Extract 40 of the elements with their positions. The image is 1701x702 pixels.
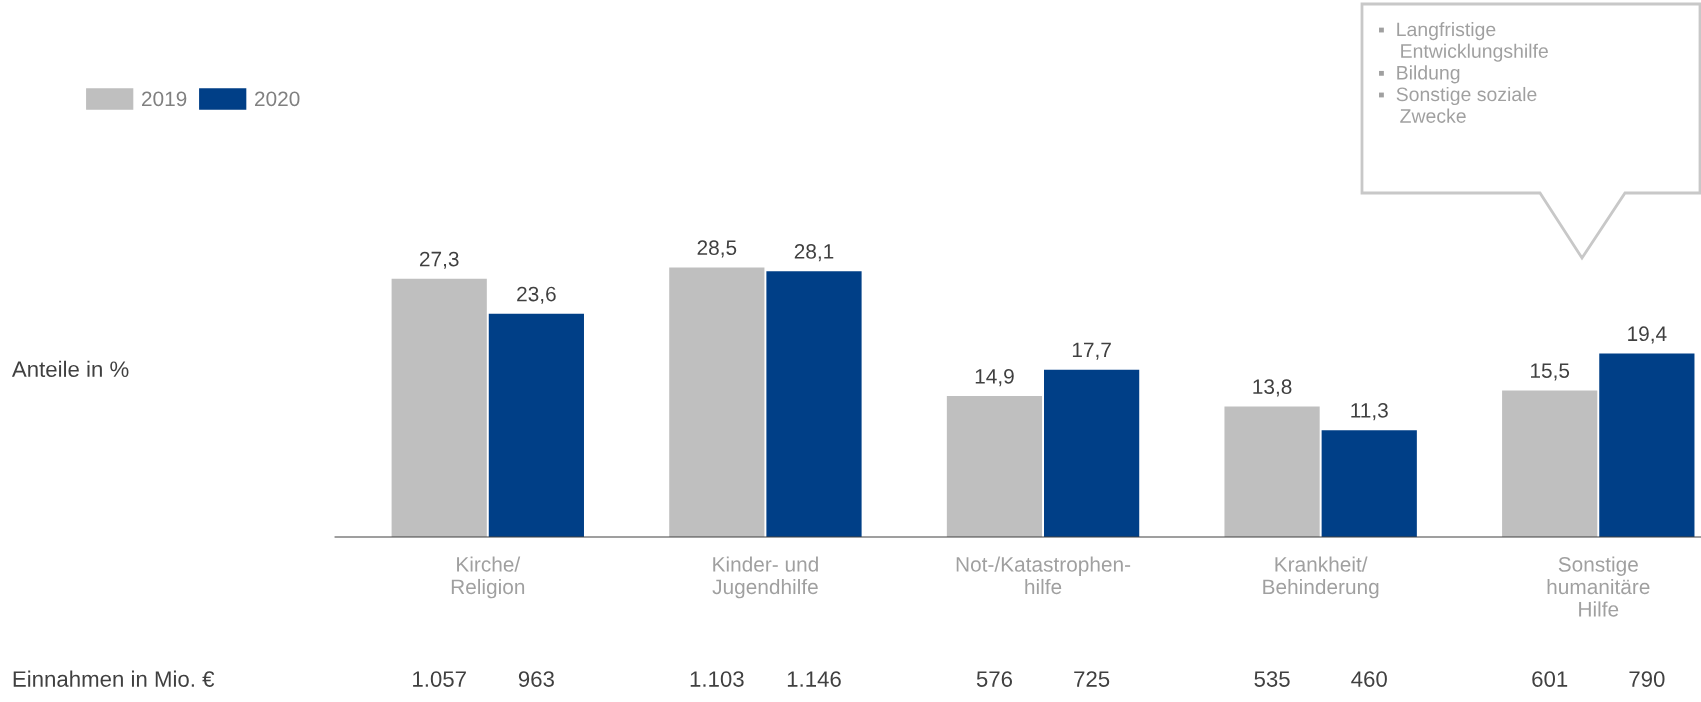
text: 963: [518, 671, 554, 687]
text: 576: [976, 671, 1013, 687]
x-tick-label: Kinder- und Jugendhilfe: [712, 556, 818, 599]
text: ▪ Langfristige Entwicklungshilfe ▪ Bildung ▪ Sonstige soziale Zwecke: [1379, 22, 1548, 123]
bar: [391, 278, 487, 538]
text: 725: [1074, 671, 1110, 687]
bar: [1044, 369, 1140, 538]
legend-label: 2020: [255, 91, 300, 107]
bar: [1224, 406, 1320, 538]
x-tick-label: Kirche/ Religion: [451, 556, 525, 599]
data-label: 11,3: [1351, 402, 1388, 421]
x-tick-label: Not-/Katastrophen- hilfe: [956, 556, 1131, 595]
bar: [669, 267, 765, 538]
data-label: 27,3: [419, 251, 459, 269]
data-label: 14,9: [975, 368, 1014, 387]
text: 1.057: [413, 671, 466, 687]
data-label: 19,4: [1628, 326, 1667, 344]
text: 535: [1254, 671, 1290, 687]
data-label: 17,7: [1072, 342, 1111, 360]
text: 1.146: [787, 671, 841, 687]
data-label: 28,1: [794, 244, 834, 262]
text: 1.103: [690, 671, 744, 687]
bar: [1502, 390, 1598, 538]
bar: [1321, 430, 1417, 538]
text: 460: [1351, 671, 1387, 687]
x-tick-label: Krankheit/ Behinderung: [1263, 556, 1379, 599]
text: Anteile in %: [11, 360, 129, 378]
text: 790: [1629, 671, 1665, 687]
bar: [488, 313, 584, 538]
data-label: 23,6: [517, 286, 556, 304]
text: Einnahmen in Mio. €: [13, 670, 215, 687]
text: 601: [1532, 671, 1568, 687]
data-label: 15,5: [1531, 363, 1570, 381]
x-tick-label: Sonstige humanitäre Hilfe: [1547, 556, 1650, 617]
data-label: 28,5: [697, 240, 737, 258]
bar: [946, 396, 1043, 538]
bar: [1599, 353, 1695, 538]
bar: [766, 271, 862, 538]
legend-label: 2019: [142, 91, 187, 107]
data-label: 13,8: [1253, 379, 1292, 397]
